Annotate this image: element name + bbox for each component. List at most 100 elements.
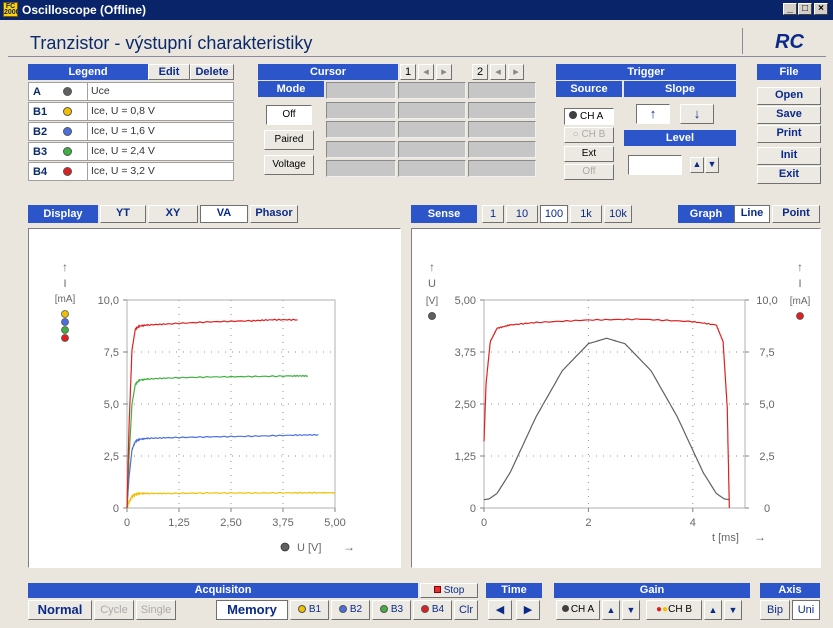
acquisition-single-button[interactable]: Single [136,600,176,620]
x-axis-label: U [V] [297,542,321,554]
time-decrease-button[interactable]: ◀ [488,600,512,620]
file-save-button[interactable]: Save [757,106,821,124]
brand-logo: RC [775,31,804,53]
memory-slot-label: B2 [349,604,363,615]
x-axis-marker [280,542,290,552]
cursor-readout-cell [326,121,396,138]
cursor1-prev-button[interactable]: ◂ [418,64,434,80]
graph-line-tab[interactable]: Line [734,205,770,223]
sense-label: Sense [411,205,477,223]
legend-id: A [33,86,41,98]
file-print-button[interactable]: Print [757,125,821,143]
trigger-slope-down-button[interactable]: ↓ [680,104,714,124]
cursor-paired-button[interactable]: Paired [264,130,314,150]
trigger-source-cha[interactable]: CH A [564,108,614,125]
memory-slot-b4[interactable]: B4 [413,600,452,620]
legend-id: B4 [33,166,48,178]
memory-button[interactable]: Memory [216,600,288,620]
cursor-voltage-button[interactable]: Voltage [264,155,314,175]
cursor-header: Cursor [258,64,398,80]
x-tick-label: 3,75 [272,517,293,529]
time-header: Time [486,583,542,598]
graph-label: Graph [678,205,734,223]
acquisition-cycle-button[interactable]: Cycle [94,600,134,620]
x-tick-label: 2 [585,517,591,529]
sense-option-1[interactable]: 1 [482,205,504,223]
trigger-slope-up-button[interactable]: ↑ [636,104,670,124]
memory-slot-b1[interactable]: B1 [290,600,329,620]
display-yt-tab[interactable]: YT [100,205,146,223]
cursor2-prev-button[interactable]: ◂ [490,64,506,80]
file-init-button[interactable]: Init [757,147,821,165]
y-tick-label: 5,0 [104,399,119,411]
series-line-B3 [126,374,309,509]
gain-chb-down-button[interactable]: ▼ [724,600,742,620]
axis-unipolar-button[interactable]: Uni [792,600,820,620]
legend-label: Ice, U = 3,2 V [87,163,233,180]
cursor-readout-cell [468,160,536,177]
axis-header: Axis [760,583,820,598]
trigger-source-chb[interactable]: ○ CH B [564,127,614,143]
legend-row[interactable]: A Uce [28,82,234,101]
legend-label: Ice, U = 1,6 V [87,123,233,140]
memory-clear-button[interactable]: Clr [454,600,478,620]
x-tick-label: 2,50 [220,517,241,529]
sense-option-10k[interactable]: 10k [604,205,632,223]
trigger-level-up-button[interactable]: ▲ [690,157,704,173]
cursor-readout-cell [468,121,536,138]
gain-cha-down-button[interactable]: ▼ [622,600,640,620]
y-right-axis-arrow: ↑ [797,260,803,274]
file-exit-button[interactable]: Exit [757,166,821,184]
gain-header: Gain [554,583,750,598]
legend-edit-button[interactable]: Edit [148,64,190,80]
legend-row[interactable]: B4 Ice, U = 3,2 V [28,162,234,181]
series-marker-B1 [61,310,69,318]
gain-cha-up-button[interactable]: ▲ [602,600,620,620]
sense-option-1k[interactable]: 1k [570,205,602,223]
cursor-readout-cell [326,160,396,177]
gain-chb-label: ●●CH B [646,600,702,620]
trigger-level-down-button[interactable]: ▼ [705,157,719,173]
trigger-source-off[interactable]: Off [564,164,614,180]
legend-color-dot [63,127,72,136]
stop-button[interactable]: Stop [420,583,478,598]
cursor1-next-button[interactable]: ▸ [436,64,452,80]
divider [8,56,826,57]
display-phasor-tab[interactable]: Phasor [250,205,298,223]
memory-slot-dot [420,605,429,613]
y-right-axis-label: I [798,278,801,290]
file-open-button[interactable]: Open [757,87,821,105]
gain-chb-up-button[interactable]: ▲ [704,600,722,620]
acquisition-normal-button[interactable]: Normal [28,600,92,620]
y-tick-label: 2,50 [455,399,476,411]
cursor-readout-cell [468,140,536,158]
yt-chart-panel: 0 0 1,25 2,5 2,50 5,0 3,75 7,5 5,00 10,0 0 2 4 ↑ U [V] ↑… [411,228,821,568]
legend-header: Legend [28,64,148,80]
legend-id: B3 [33,146,48,158]
maximize-button[interactable]: □ [798,3,812,15]
legend-row[interactable]: B1 Ice, U = 0,8 V [28,102,234,121]
close-button[interactable]: × [814,3,828,15]
sense-option-10[interactable]: 10 [506,205,538,223]
graph-point-tab[interactable]: Point [772,205,820,223]
memory-slot-b2[interactable]: B2 [331,600,370,620]
cursor-off-button[interactable]: Off [266,105,312,125]
display-va-tab[interactable]: VA [200,205,248,223]
memory-slot-b3[interactable]: B3 [372,600,411,620]
legend-delete-button[interactable]: Delete [190,64,234,80]
display-xy-tab[interactable]: XY [148,205,198,223]
sense-option-100[interactable]: 100 [540,205,568,223]
legend-row[interactable]: B3 Ice, U = 2,4 V [28,142,234,161]
axis-bipolar-button[interactable]: Bip [760,600,790,620]
y-right-tick-label: 5,0 [759,399,774,411]
time-increase-button[interactable]: ▶ [516,600,540,620]
series-marker-B2 [61,318,69,326]
series-line-B4 [483,318,730,509]
trigger-source-ext[interactable]: Ext [564,146,614,162]
legend-row[interactable]: B2 Ice, U = 1,6 V [28,122,234,141]
trigger-level-input[interactable] [628,155,682,175]
cursor2-next-button[interactable]: ▸ [508,64,524,80]
title-bar: FC 2000 Oscilloscope (Offline) _ □ × [0,0,833,20]
cursor2-label: 2 [472,64,488,80]
minimize-button[interactable]: _ [783,3,797,15]
